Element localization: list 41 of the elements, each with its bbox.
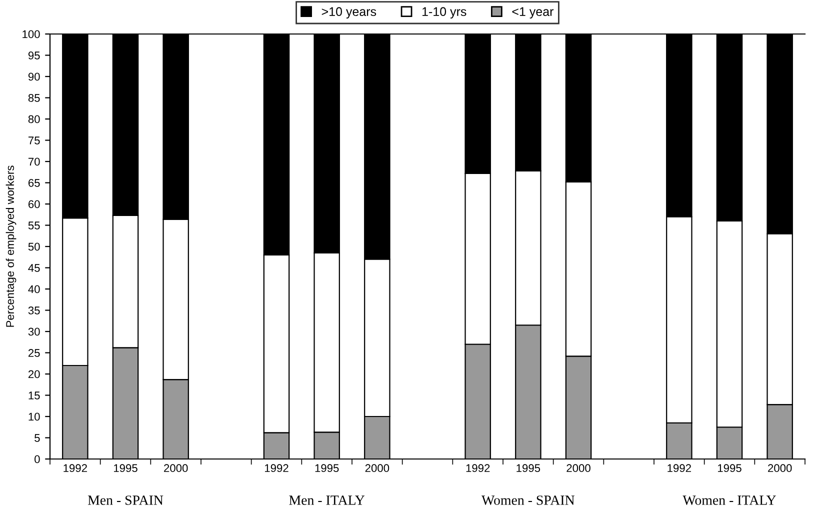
y-tick-label: 95 — [28, 52, 40, 60]
y-tick-label: 20 — [28, 370, 40, 378]
y-tick-label: 100 — [22, 30, 40, 38]
x-tick-label: 1995 — [718, 464, 742, 472]
y-tick-label: 55 — [28, 222, 40, 230]
y-tick-label: 25 — [28, 349, 40, 357]
x-tick-label: 1995 — [315, 464, 339, 472]
y-tick-label: 60 — [28, 200, 40, 208]
y-tick-label: 90 — [28, 72, 40, 81]
x-tick-label: 1995 — [114, 464, 138, 472]
y-tick-label: 35 — [28, 306, 40, 314]
y-axis-title: Percentage of employed workers — [6, 166, 16, 327]
legend-label: <1 year — [512, 7, 554, 18]
x-tick-label: 2000 — [164, 464, 188, 472]
legend-label: >10 years — [322, 7, 376, 18]
y-tick-label: 50 — [28, 242, 40, 251]
text: Men - SPAIN — [88, 496, 164, 505]
x-tick-label: 2000 — [566, 464, 590, 472]
y-tick-label: 70 — [28, 158, 40, 166]
y-tick-label: 40 — [28, 285, 40, 294]
x-tick-label: 1992 — [264, 464, 288, 472]
y-tick-label: 45 — [28, 264, 40, 272]
y-tick-label: 65 — [28, 179, 40, 187]
y-tick-label: 10 — [28, 412, 40, 421]
y-tick-label: 5 — [34, 434, 40, 442]
y-tick-label: 80 — [28, 115, 40, 124]
x-tick-label: 2000 — [365, 464, 390, 472]
x-tick-label: 1992 — [668, 464, 691, 472]
x-tick-label: 2000 — [768, 464, 792, 472]
text: Women - SPAIN — [482, 496, 574, 505]
x-tick-label: 1992 — [466, 464, 490, 472]
y-tick-label: 85 — [28, 94, 40, 102]
x-tick-label: 1995 — [516, 464, 540, 472]
y-tick-label: 75 — [28, 136, 40, 144]
y-tick-label: 0 — [34, 455, 40, 464]
legend-label: 1-10 yrs — [422, 7, 466, 18]
y-tick-label: 30 — [28, 328, 40, 336]
text: Men - ITALY — [289, 496, 365, 505]
y-tick-label: 15 — [28, 392, 40, 400]
x-tick-label: 1992 — [64, 464, 87, 472]
text: Women - ITALY — [682, 496, 776, 505]
